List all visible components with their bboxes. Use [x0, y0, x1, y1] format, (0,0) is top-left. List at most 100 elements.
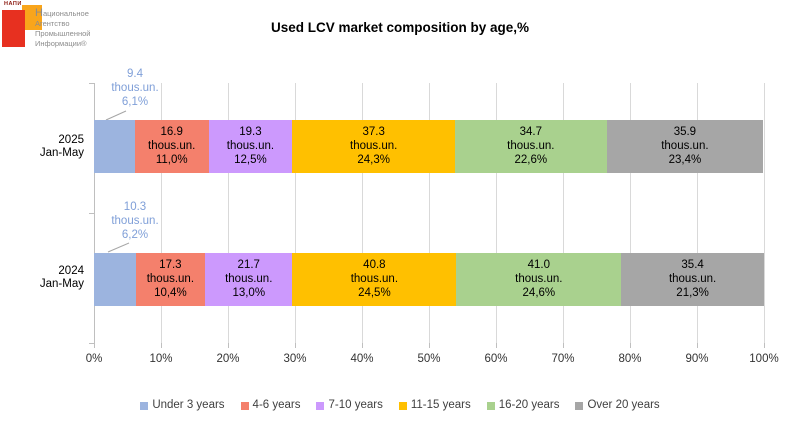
x-axis-tick-label: 0%: [85, 353, 103, 365]
segment-pct: 13,0%: [232, 287, 266, 299]
x-axis-tick: [630, 343, 631, 348]
x-axis-tick: [697, 343, 698, 348]
bar-segment-11-15-years: 37.3 thous.un. 24,3%: [292, 120, 456, 173]
x-axis-tick-label: 70%: [551, 353, 575, 365]
segment-unit: thous.un.: [350, 273, 399, 285]
x-axis-tick-label: 60%: [484, 353, 508, 365]
bar-segment-11-15-years: 40.8 thous.un. 24,5%: [292, 253, 457, 306]
napi-logo: НАПИ Национальное Агентство Промышленной…: [0, 0, 150, 60]
segment-value: 16.9: [160, 126, 183, 138]
callout-2025-under-3-years: 9.4 thous.un. 6,1%: [95, 67, 175, 109]
gridline: [764, 83, 765, 343]
legend-item-7-10-years: 7-10 years: [316, 399, 383, 411]
bar-segment-7-10-years: 19.3 thous.un. 12,5%: [208, 120, 293, 173]
legend-label: 4-6 years: [252, 399, 301, 411]
segment-value: 41.0: [527, 259, 551, 271]
x-axis-tick: [563, 343, 564, 348]
gridline: [496, 83, 497, 343]
callout-unit: thous.un.: [111, 82, 159, 94]
segment-value: 35.4: [681, 259, 704, 271]
logo-company-name: Национальное Агентство Промышленной Инфо…: [35, 8, 91, 49]
legend-label: Under 3 years: [152, 399, 225, 411]
segment-pct: 23,4%: [668, 154, 702, 166]
gridline: [697, 83, 698, 343]
legend-item-4-6-years: 4-6 years: [240, 399, 301, 411]
x-axis-tick-label: 20%: [216, 353, 240, 365]
x-axis-tick: [161, 343, 162, 348]
segment-unit: thous.un.: [225, 273, 273, 285]
y-axis-tick: [89, 343, 94, 344]
segment-pct: 10,4%: [154, 287, 187, 299]
segment-unit: thous.un.: [661, 140, 709, 152]
legend-label: 11-15 years: [410, 399, 471, 411]
x-axis-tick: [295, 343, 296, 348]
legend-swatch: [398, 401, 407, 410]
gridline: [362, 83, 363, 343]
bar-segment-4-6-years: 16.9 thous.un. 11,0%: [134, 120, 209, 173]
bar-segment-16-20-years: 41.0 thous.un. 24,6%: [456, 253, 622, 306]
callout-pct: 6,1%: [121, 96, 149, 108]
segment-value: 37.3: [362, 126, 385, 138]
legend-swatch: [486, 401, 495, 410]
x-axis-tick: [362, 343, 363, 348]
segment-pct: 22,6%: [514, 154, 548, 166]
y-axis-label-2024: 2024 Jan-May: [18, 265, 84, 291]
x-axis-tick: [94, 343, 95, 348]
gridline: [228, 83, 229, 343]
segment-pct: 12,5%: [234, 154, 267, 166]
gridline: [295, 83, 296, 343]
x-axis-tick: [228, 343, 229, 348]
legend-item-under-3-years: Under 3 years: [140, 399, 225, 411]
y-axis-tick: [89, 213, 94, 214]
segment-unit: thous.un.: [668, 273, 717, 285]
logo-line: Информации®: [35, 39, 87, 48]
gridline: [630, 83, 631, 343]
segment-pct: 24,5%: [358, 287, 391, 299]
segment-pct: 24,6%: [522, 287, 556, 299]
segment-unit: thous.un.: [515, 273, 563, 285]
segment-unit: thous.un.: [350, 140, 398, 152]
x-axis-tick-label: 10%: [149, 353, 173, 365]
chart-title: Used LCV market composition by age,%: [270, 20, 530, 35]
bar-2024: 17.3 thous.un. 10,4% 21.7 thous.un. 13,0…: [94, 253, 764, 306]
legend-label: 7-10 years: [328, 399, 383, 411]
logo-line: Агентство: [35, 19, 70, 28]
y-axis-label-2025: 2025 Jan-May: [18, 134, 84, 160]
logo-line: Национальное: [35, 7, 89, 19]
x-axis-tick-label: 80%: [618, 353, 642, 365]
logo-brand-text: НАПИ: [4, 1, 22, 7]
callout-value: 9.4: [127, 68, 143, 80]
x-axis-tick-label: 30%: [283, 353, 307, 365]
bar-segment-4-6-years: 17.3 thous.un. 10,4%: [135, 253, 206, 306]
bar-segment-over-20-years: 35.4 thous.un. 21,3%: [621, 253, 764, 306]
logo-orange-square: [22, 5, 42, 30]
callout-leader-line: [105, 110, 127, 121]
segment-value: 35.9: [673, 126, 697, 138]
x-axis-tick: [496, 343, 497, 348]
logo-line: Промышленной: [35, 29, 91, 38]
y-label-line: Jan-May: [39, 278, 84, 290]
bar-segment-under-3-years: [94, 253, 136, 306]
gridline: [429, 83, 430, 343]
segment-value: 34.7: [519, 126, 542, 138]
legend-swatch: [140, 401, 149, 410]
segment-unit: thous.un.: [146, 273, 195, 285]
logo-red-square: [2, 10, 25, 47]
segment-value: 19.3: [239, 126, 262, 138]
callout-pct: 6,2%: [121, 229, 149, 241]
segment-value: 21.7: [237, 259, 260, 271]
x-axis-tick: [429, 343, 430, 348]
legend-label: 16-20 years: [498, 399, 560, 411]
legend: Under 3 years 4-6 years 7-10 years 11-15…: [0, 399, 800, 411]
x-axis-tick: [764, 343, 765, 348]
x-axis-tick-label: 40%: [350, 353, 374, 365]
y-label-line: 2025: [58, 134, 84, 146]
legend-swatch: [240, 401, 249, 410]
legend-swatch: [575, 401, 584, 410]
segment-pct: 24,3%: [357, 154, 390, 166]
y-label-line: Jan-May: [39, 147, 84, 159]
y-axis-line: [94, 83, 95, 343]
x-axis-tick-label: 50%: [417, 353, 441, 365]
x-axis-tick-label: 90%: [685, 353, 709, 365]
legend-item-over-20-years: Over 20 years: [575, 399, 660, 411]
